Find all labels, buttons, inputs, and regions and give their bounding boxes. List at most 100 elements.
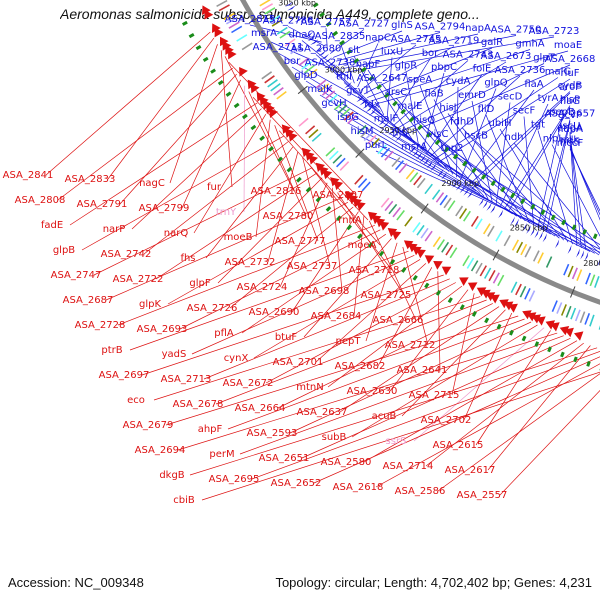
forward-gene-label[interactable]: malE (398, 101, 423, 112)
reverse-gene-arrow[interactable] (499, 299, 509, 309)
forward-gene-label[interactable]: tyrA (538, 93, 559, 104)
reverse-gene-arrow[interactable] (281, 124, 291, 134)
reverse-gene-label[interactable]: rnhA (338, 215, 362, 226)
forward-gene-arrow[interactable] (329, 64, 338, 71)
reverse-gene-arrow[interactable] (391, 231, 402, 241)
forward-gene-label[interactable]: msrA (251, 28, 277, 39)
reverse-gene-label[interactable]: ASA_2618 (333, 482, 384, 493)
reverse-gene-label[interactable]: ASA_2678 (173, 399, 224, 410)
forward-gene-label[interactable]: malF (374, 114, 399, 125)
reverse-gene-arrow[interactable] (344, 191, 355, 201)
reverse-gene-label[interactable]: ASA_2742 (101, 249, 152, 260)
reverse-gene-label[interactable]: ASA_2684 (311, 311, 362, 322)
reverse-gene-arrow[interactable] (250, 83, 260, 94)
reverse-gene-arrow[interactable] (308, 155, 318, 165)
forward-gene-arrow[interactable] (304, 31, 314, 38)
reverse-gene-label[interactable]: fhs (180, 253, 195, 264)
forward-gene-arrow[interactable] (490, 204, 496, 214)
reverse-gene-arrow[interactable] (559, 326, 570, 336)
forward-gene-label[interactable]: iscU (560, 121, 581, 132)
reverse-gene-label[interactable]: ASA_2724 (237, 282, 288, 293)
forward-gene-label[interactable]: secD (498, 92, 523, 103)
forward-gene-arrow[interactable] (395, 133, 403, 142)
reverse-gene-label[interactable]: moeB (224, 232, 253, 243)
forward-gene-label[interactable]: ASA_2736 (495, 65, 546, 76)
forward-gene-arrow[interactable] (437, 168, 444, 177)
forward-gene-label[interactable]: ASA_2743 (443, 50, 494, 61)
forward-gene-arrow[interactable] (423, 157, 430, 166)
reverse-gene-label[interactable]: ASA_2651 (259, 453, 310, 464)
forward-gene-label[interactable]: glpR (395, 61, 417, 72)
forward-gene-label[interactable]: engA (557, 123, 583, 134)
reverse-gene-label[interactable]: ASA_2617 (445, 465, 496, 476)
reverse-gene-arrow[interactable] (285, 128, 295, 138)
reverse-gene-label[interactable]: nagC (139, 178, 165, 189)
forward-gene-label[interactable]: aroF (559, 82, 581, 93)
reverse-gene-label[interactable]: ASA_2737 (287, 261, 338, 272)
forward-gene-arrow[interactable] (534, 229, 539, 239)
forward-gene-arrow[interactable] (310, 39, 319, 45)
reverse-gene-arrow[interactable] (403, 240, 414, 250)
forward-gene-arrow[interactable] (326, 60, 335, 68)
forward-gene-arrow[interactable] (584, 251, 589, 262)
forward-gene-label[interactable]: ASA_2738 (305, 58, 356, 69)
reverse-gene-label[interactable]: ASA_2714 (383, 461, 434, 472)
forward-gene-label[interactable]: hisJ (439, 103, 456, 114)
reverse-gene-arrow[interactable] (225, 45, 234, 55)
forward-gene-label[interactable]: flaA (524, 79, 543, 90)
forward-gene-arrow[interactable] (441, 171, 448, 180)
reverse-gene-arrow[interactable] (424, 255, 435, 264)
reverse-gene-label[interactable]: fadE (41, 220, 63, 231)
forward-gene-label[interactable]: malG (545, 67, 571, 78)
forward-gene-label[interactable]: gcvT (346, 86, 371, 97)
forward-gene-label[interactable]: moaE (554, 40, 582, 51)
reverse-gene-arrow[interactable] (408, 243, 418, 253)
forward-gene-label[interactable]: flaB (424, 89, 443, 100)
forward-gene-label[interactable]: ASA_2750 (491, 25, 542, 36)
forward-gene-arrow[interactable] (452, 179, 458, 188)
reverse-gene-label[interactable]: ASA_2701 (273, 357, 324, 368)
forward-gene-label[interactable]: purL (365, 140, 388, 151)
reverse-gene-label[interactable]: ASA_2672 (223, 378, 274, 389)
forward-gene-label[interactable]: hisQ (413, 115, 435, 126)
reverse-gene-label[interactable]: perM (209, 449, 234, 460)
reverse-gene-label[interactable]: ASA_2586 (395, 486, 446, 497)
reverse-gene-label[interactable]: glpB (53, 245, 75, 256)
forward-gene-label[interactable]: bor (284, 56, 301, 67)
forward-gene-label[interactable]: fdhD (450, 117, 474, 128)
reverse-gene-arrow[interactable] (262, 100, 272, 110)
reverse-gene-arrow[interactable] (220, 36, 229, 47)
reverse-gene-label[interactable]: ASA_2637 (297, 407, 348, 418)
forward-gene-label[interactable]: ndk (561, 135, 580, 146)
reverse-gene-label[interactable]: glpF (189, 278, 210, 289)
forward-gene-arrow[interactable] (542, 233, 547, 243)
reverse-gene-arrow[interactable] (416, 249, 426, 259)
forward-gene-label[interactable]: ASA_2786 (263, 16, 314, 27)
reverse-gene-label[interactable]: ASA_2693 (137, 324, 188, 335)
forward-gene-label[interactable]: cydA (446, 76, 471, 87)
reverse-gene-label[interactable]: ASA_2593 (247, 428, 298, 439)
reverse-gene-label[interactable]: ASA_2816 (251, 186, 302, 197)
reverse-gene-label[interactable]: pflA (214, 328, 234, 339)
forward-gene-arrow[interactable] (455, 182, 462, 191)
reverse-gene-label[interactable]: ASA_2715 (409, 390, 460, 401)
forward-gene-arrow[interactable] (580, 250, 585, 260)
forward-gene-label[interactable]: hisP (560, 95, 580, 106)
reverse-gene-label[interactable]: eco (127, 395, 145, 406)
reverse-gene-arrow[interactable] (375, 218, 386, 228)
forward-gene-label[interactable]: glpT (533, 53, 555, 64)
reverse-gene-label[interactable]: ASA_2780 (263, 211, 314, 222)
reverse-gene-arrow[interactable] (352, 198, 362, 208)
forward-gene-arrow[interactable] (530, 227, 535, 237)
forward-gene-label[interactable]: ASA_2657 (545, 109, 596, 120)
reverse-gene-arrow[interactable] (412, 246, 422, 256)
reverse-gene-arrow[interactable] (367, 211, 378, 221)
forward-gene-label[interactable]: dnaQ (289, 30, 316, 41)
reverse-gene-label[interactable]: cbiB (173, 495, 195, 506)
forward-gene-arrow[interactable] (323, 57, 332, 64)
reverse-gene-arrow[interactable] (371, 215, 382, 225)
reverse-gene-arrow[interactable] (467, 282, 478, 292)
reverse-gene-label[interactable]: narQ (164, 228, 189, 239)
forward-gene-label[interactable]: pbpC (431, 62, 457, 73)
